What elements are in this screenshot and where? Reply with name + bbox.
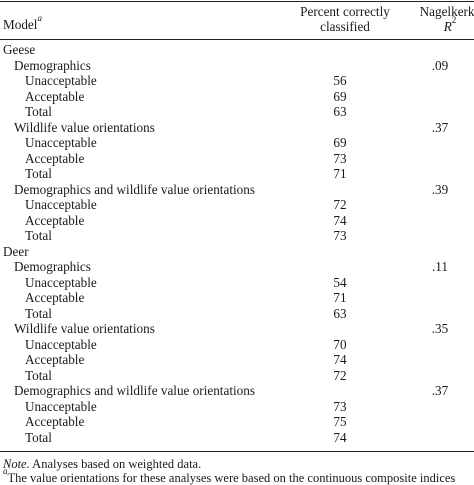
percent-value: 75	[333, 414, 347, 429]
top-rule	[0, 1, 474, 2]
percent-value: 74	[333, 212, 347, 228]
r2-header-line2: R2	[443, 14, 457, 34]
row-label: Unacceptable	[25, 398, 97, 414]
percent-value: 69	[333, 88, 347, 104]
percent-value: 70	[333, 336, 347, 352]
note-label: Note.	[3, 457, 30, 471]
percent-value: 73	[333, 228, 347, 243]
percent-value: 73	[333, 150, 347, 166]
row-label: Acceptable	[25, 212, 85, 228]
r2-column-header: Nagelkerke R2	[400, 4, 474, 34]
row-label: Total	[25, 228, 52, 243]
nagelkerke-value: .37	[431, 119, 449, 135]
r2-header-line1: Nagelkerke	[419, 4, 474, 19]
row-label: Unacceptable	[25, 73, 97, 88]
percent-value: 63	[333, 104, 347, 119]
footnote-text: The value orientations for these analyse…	[7, 471, 456, 485]
table-note: Note. Analyses based on weighted data.	[3, 457, 201, 471]
row-label: Acceptable	[25, 414, 85, 429]
model-label: Wildlife value orientations	[14, 321, 155, 336]
percent-value: 69	[333, 135, 347, 150]
percent-value: 71	[333, 166, 347, 181]
row-label: Unacceptable	[25, 135, 97, 150]
percent-value: 74	[333, 352, 347, 367]
nagelkerke-value: .35	[431, 321, 449, 336]
model-label: Model	[3, 17, 38, 32]
group-label: Geese	[3, 42, 36, 57]
percent-value: 73	[333, 398, 347, 414]
row-label: Total	[25, 166, 52, 181]
percent-value: 72	[333, 367, 347, 383]
percent-header-line2: classified	[320, 19, 370, 34]
header-rule	[0, 39, 474, 40]
row-label: Acceptable	[25, 88, 85, 104]
model-label: Demographics	[14, 57, 91, 73]
row-label: Total	[25, 367, 52, 383]
row-label: Acceptable	[25, 150, 85, 166]
percent-value: 56	[333, 73, 347, 88]
row-label: Total	[25, 429, 52, 445]
percent-header-line1: Percent correctly	[300, 4, 390, 19]
model-label: Demographics	[14, 259, 91, 274]
nagelkerke-value: .11	[432, 259, 448, 274]
bottom-rule	[0, 451, 474, 452]
row-label: Unacceptable	[25, 197, 97, 212]
group-label: Deer	[3, 243, 29, 259]
row-label: Unacceptable	[25, 336, 97, 352]
model-label: Demographics and wildlife value orientat…	[14, 383, 255, 398]
percent-value: 71	[333, 290, 347, 305]
model-column-header: Modela	[3, 13, 42, 32]
percent-column-header: Percent correctly classified	[270, 4, 420, 34]
model-label: Demographics and wildlife value orientat…	[14, 181, 255, 197]
model-footnote-marker: a	[37, 12, 42, 23]
row-label: Acceptable	[25, 352, 85, 367]
nagelkerke-value: .09	[431, 57, 449, 73]
row-label: Total	[25, 104, 52, 119]
nagelkerke-value: .39	[431, 181, 449, 197]
percent-value: 54	[333, 274, 347, 290]
nagelkerke-value: .37	[431, 383, 449, 398]
footnote-marker: a	[3, 465, 8, 476]
percent-value: 63	[333, 305, 347, 321]
note-text: Analyses based on weighted data.	[29, 457, 202, 471]
row-label: Total	[25, 305, 52, 321]
percent-value: 74	[333, 429, 347, 445]
row-label: Acceptable	[25, 290, 85, 305]
percent-value: 72	[333, 197, 347, 212]
model-label: Wildlife value orientations	[14, 119, 155, 135]
row-label: Unacceptable	[25, 274, 97, 290]
table-footnote: aThe value orientations for these analys…	[3, 466, 456, 485]
